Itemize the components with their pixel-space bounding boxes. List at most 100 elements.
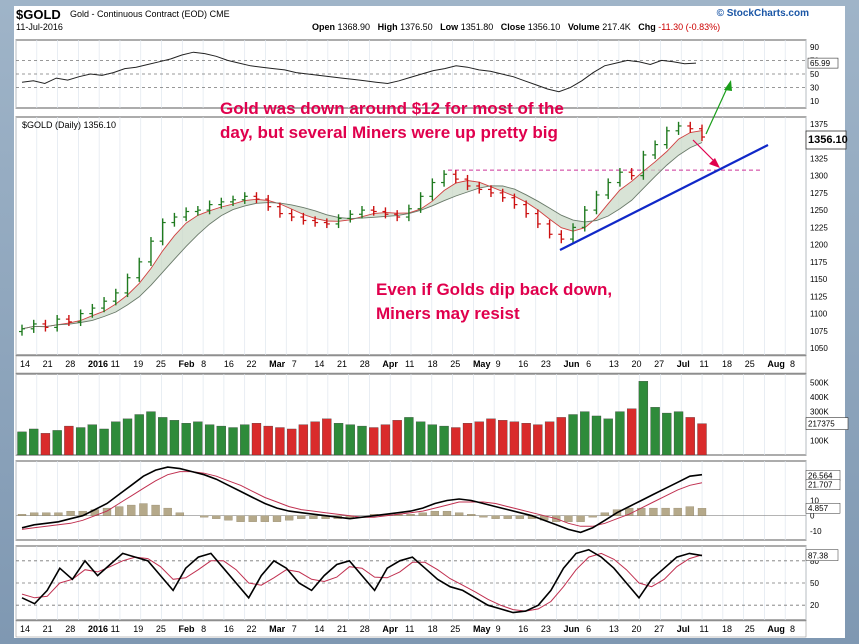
volume-bar bbox=[627, 408, 637, 456]
macd-histogram-bar bbox=[697, 508, 707, 516]
price-tick-label: 1150 bbox=[810, 275, 828, 284]
x-tick-label: 8 bbox=[790, 359, 795, 369]
x-tick-label: 21 bbox=[337, 624, 347, 634]
volume-bar bbox=[580, 411, 590, 456]
x-tick-label: 16 bbox=[224, 359, 234, 369]
volume-bar bbox=[615, 411, 625, 456]
x-tick-label: 7 bbox=[292, 624, 297, 634]
arrow-down-shaft bbox=[692, 139, 717, 164]
volume-bar bbox=[533, 424, 543, 456]
macd-histogram-bar bbox=[685, 506, 695, 516]
x-tick-label: Feb bbox=[179, 359, 196, 369]
macd-value-box bbox=[805, 479, 841, 490]
chart-date: 11-Jul-2016 bbox=[16, 22, 63, 32]
volume-bar bbox=[451, 427, 461, 456]
volume-bar bbox=[158, 417, 168, 456]
macd-histogram-bar bbox=[649, 507, 658, 516]
x-tick-label: Mar bbox=[269, 624, 286, 634]
x-tick-label: 23 bbox=[541, 359, 551, 369]
x-tick-label: 20 bbox=[631, 624, 641, 634]
volume-bar bbox=[228, 427, 238, 456]
source-watermark: © StockCharts.com bbox=[716, 8, 809, 19]
volume-bar bbox=[404, 417, 414, 456]
macd-histogram-bar bbox=[260, 515, 270, 522]
volume-bar bbox=[204, 424, 215, 456]
volume-bar bbox=[99, 428, 109, 456]
rsi-line bbox=[21, 51, 697, 93]
x-tick-label: May bbox=[473, 624, 491, 634]
volume-bar bbox=[169, 420, 180, 456]
price-tick-label: 1175 bbox=[810, 258, 828, 267]
x-tick-label: 16 bbox=[518, 359, 528, 369]
volume-bar bbox=[509, 421, 520, 456]
volume-bar bbox=[650, 407, 660, 456]
price-tick-label: 1050 bbox=[810, 344, 828, 353]
arrow-up-shaft bbox=[705, 85, 729, 135]
annotation-middle: Even if Golds dip back down, bbox=[376, 280, 612, 299]
x-tick-label: 28 bbox=[360, 624, 370, 634]
x-tick-label: 28 bbox=[65, 359, 75, 369]
volume-bar bbox=[474, 421, 484, 456]
volume-tick-label: 100K bbox=[810, 437, 829, 446]
volume-tick-label: 500K bbox=[810, 379, 829, 388]
x-tick-label: 21 bbox=[43, 624, 53, 634]
x-tick-label: Jul bbox=[677, 359, 690, 369]
x-tick-label: 6 bbox=[586, 624, 591, 634]
macd-histogram-bar bbox=[236, 515, 245, 522]
x-tick-label: 14 bbox=[20, 624, 30, 634]
annotation-middle: Miners may resist bbox=[376, 304, 520, 323]
macd-histogram-bar bbox=[661, 507, 670, 516]
macd-histogram-bar bbox=[54, 512, 63, 516]
x-tick-label: 18 bbox=[428, 624, 438, 634]
price-legend: $GOLD (Daily) 1356.10 bbox=[22, 120, 116, 130]
volume-bar bbox=[556, 417, 566, 456]
volume-bar bbox=[486, 418, 496, 456]
stochastic-tick-label: 20 bbox=[810, 601, 819, 610]
x-tick-label: 11 bbox=[699, 359, 708, 369]
annotation-top: day, but several Miners were up pretty b… bbox=[220, 123, 558, 142]
macd-histogram-bar bbox=[491, 515, 500, 519]
volume-bar bbox=[380, 424, 391, 456]
x-tick-label: 21 bbox=[43, 359, 53, 369]
x-tick-label: 8 bbox=[201, 624, 206, 634]
macd-histogram-bar bbox=[576, 515, 585, 522]
volume-tick-label: 400K bbox=[810, 393, 829, 402]
macd-histogram-bar bbox=[673, 507, 682, 516]
macd-histogram-bar bbox=[212, 515, 221, 519]
x-tick-label: 6 bbox=[586, 359, 591, 369]
price-tick-label: 1325 bbox=[810, 154, 828, 163]
annotation-top: Gold was down around $12 for most of the bbox=[220, 99, 564, 118]
macd-histogram-bar bbox=[114, 506, 124, 516]
price-tick-label: 1125 bbox=[810, 292, 828, 301]
x-tick-label: 8 bbox=[201, 359, 206, 369]
macd-histogram-bar bbox=[66, 510, 75, 516]
price-tick-label: 1225 bbox=[810, 223, 828, 232]
x-tick-label: 18 bbox=[722, 359, 732, 369]
volume-bar bbox=[287, 428, 297, 456]
macd-histogram-bar bbox=[442, 510, 452, 516]
price-tick-label: 1075 bbox=[810, 327, 828, 336]
x-tick-label: 25 bbox=[745, 359, 755, 369]
macd-last-value: 4.857 bbox=[808, 504, 829, 513]
price-tick-label: 1250 bbox=[810, 206, 828, 215]
volume-bar bbox=[193, 421, 203, 456]
symbol-title: $GOLD bbox=[16, 7, 61, 22]
volume-bar bbox=[263, 425, 273, 456]
macd-histogram-bar bbox=[406, 514, 415, 516]
volume-bar bbox=[638, 381, 649, 456]
price-tick-label: 1100 bbox=[810, 310, 828, 319]
macd-histogram-bar bbox=[600, 512, 610, 516]
x-tick-label: 9 bbox=[496, 359, 501, 369]
volume-bar bbox=[685, 417, 695, 456]
x-tick-label: 18 bbox=[428, 359, 438, 369]
macd-histogram-bar bbox=[151, 504, 160, 516]
volume-bar bbox=[122, 418, 133, 456]
price-last-value: 1356.10 bbox=[808, 134, 848, 146]
x-tick-label: 19 bbox=[133, 624, 143, 634]
macd-histogram-bar bbox=[309, 515, 318, 519]
x-tick-label: Aug bbox=[767, 624, 785, 634]
x-tick-label: 27 bbox=[654, 624, 664, 634]
volume-bar bbox=[662, 412, 672, 456]
macd-histogram-bar bbox=[139, 503, 148, 516]
